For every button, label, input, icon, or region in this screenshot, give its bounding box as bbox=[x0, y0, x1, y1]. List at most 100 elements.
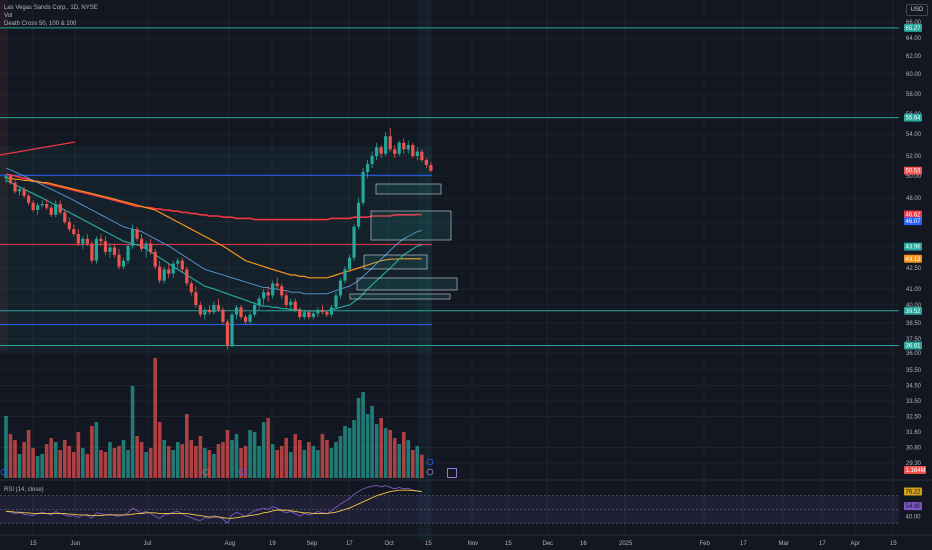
volume-bar bbox=[121, 440, 126, 478]
volume-bar bbox=[90, 426, 94, 478]
candle-body bbox=[8, 176, 13, 183]
event-marker-icon bbox=[426, 468, 434, 476]
volume-bar bbox=[49, 438, 53, 478]
rsi-label-text: 76.22 bbox=[906, 489, 922, 495]
candle-body bbox=[225, 321, 230, 346]
volume-bar bbox=[279, 446, 284, 478]
volume-bar bbox=[401, 432, 406, 478]
volume-bar bbox=[356, 398, 361, 478]
volume-bar bbox=[252, 432, 257, 478]
order-block-box bbox=[349, 293, 451, 300]
candle-body bbox=[230, 314, 234, 346]
candle-body bbox=[162, 269, 166, 281]
legend-indicator[interactable]: Death Cross 50, 100 & 200 bbox=[4, 21, 77, 27]
price-tick-label: 50.00 bbox=[906, 174, 922, 180]
candle-body bbox=[85, 238, 89, 244]
currency-button[interactable]: USD bbox=[906, 4, 928, 16]
time-tick-label: 15 bbox=[505, 541, 512, 547]
event-marker-icon bbox=[238, 468, 246, 476]
candle-body bbox=[126, 246, 130, 261]
volume-bar bbox=[72, 452, 76, 478]
candle-body bbox=[289, 301, 293, 305]
candle-body bbox=[415, 151, 419, 156]
candle-body bbox=[207, 309, 211, 313]
price-label-text: 43.13 bbox=[906, 257, 922, 263]
volume-bar bbox=[76, 432, 81, 478]
price-label-badge bbox=[904, 306, 922, 315]
volume-bar bbox=[148, 448, 153, 478]
candle-body bbox=[130, 229, 135, 246]
volume-bar bbox=[212, 454, 216, 478]
candle-body bbox=[338, 280, 343, 296]
price-label-text: 39.52 bbox=[906, 309, 922, 315]
ma-upper-line bbox=[5, 167, 422, 295]
candle-body bbox=[45, 204, 49, 208]
date-range-band bbox=[418, 0, 432, 540]
volume-bar bbox=[298, 440, 302, 478]
time-tick-label: 15 bbox=[890, 541, 897, 547]
candle-body bbox=[121, 260, 126, 267]
legend-symbol[interactable]: Las Vegas Sands Corp., 1D, NYSE bbox=[4, 5, 98, 11]
volume-bar bbox=[62, 440, 67, 478]
candle-body bbox=[144, 243, 148, 249]
candle-body bbox=[262, 292, 266, 299]
volume-label-text: 1.164M bbox=[906, 468, 926, 474]
trend-line bbox=[0, 141, 76, 156]
price-tick-label: 41.00 bbox=[906, 287, 922, 293]
price-tick-label: 48.00 bbox=[906, 196, 922, 202]
candle-body bbox=[31, 202, 35, 210]
candle-body bbox=[257, 298, 261, 305]
candle-body bbox=[108, 247, 112, 252]
candle-body bbox=[140, 238, 144, 249]
volume-bar bbox=[144, 452, 148, 478]
rsi-label-badge bbox=[904, 502, 922, 511]
volume-bar bbox=[257, 446, 261, 478]
rsi-label[interactable]: RSI (14, close) bbox=[4, 487, 44, 493]
volume-bar bbox=[284, 438, 289, 478]
order-block-box bbox=[363, 254, 428, 270]
volume-bar bbox=[230, 440, 234, 478]
tradingview-logo-icon bbox=[447, 468, 457, 478]
time-tick-label: Oct bbox=[385, 541, 395, 547]
candle-body bbox=[366, 164, 370, 172]
time-tick-label: Dec bbox=[543, 541, 554, 547]
candle-body bbox=[239, 307, 243, 317]
price-label-badge bbox=[904, 254, 922, 263]
candle-body bbox=[158, 266, 162, 281]
volume-bar bbox=[166, 446, 171, 478]
price-tick-label: 33.50 bbox=[906, 399, 922, 405]
candle-body bbox=[307, 312, 311, 317]
candle-body bbox=[27, 195, 31, 203]
volume-bar bbox=[293, 434, 298, 478]
volume-bar bbox=[22, 442, 26, 478]
sma100-line bbox=[6, 177, 422, 279]
price-label-badge bbox=[904, 242, 922, 251]
candle-body bbox=[284, 295, 288, 305]
volume-bar bbox=[234, 434, 239, 478]
price-label-text: 36.81 bbox=[906, 343, 922, 349]
time-tick-label: 2025 bbox=[619, 541, 633, 547]
time-tick-label: 16 bbox=[580, 541, 587, 547]
candle-body bbox=[311, 313, 315, 317]
volume-bar bbox=[40, 454, 44, 478]
order-block-box bbox=[375, 183, 442, 195]
price-label-text: 50.53 bbox=[906, 169, 922, 175]
price-label-text: 43.96 bbox=[906, 245, 922, 251]
volume-bar bbox=[35, 456, 40, 478]
legend-volume[interactable]: Vol bbox=[4, 13, 13, 19]
price-label-badge bbox=[904, 23, 922, 32]
volume-bar bbox=[185, 414, 189, 478]
volume-bar bbox=[316, 450, 320, 478]
volume-bar bbox=[198, 436, 203, 478]
candle-body bbox=[253, 305, 257, 315]
candle-body bbox=[81, 238, 85, 244]
volume-bar bbox=[189, 440, 194, 478]
volume-bar bbox=[343, 426, 347, 478]
price-tick-label: 36.00 bbox=[906, 351, 922, 357]
volume-bar bbox=[275, 450, 279, 478]
volume-bar bbox=[216, 444, 221, 478]
candle-body bbox=[185, 269, 189, 284]
volume-bar bbox=[411, 450, 415, 478]
